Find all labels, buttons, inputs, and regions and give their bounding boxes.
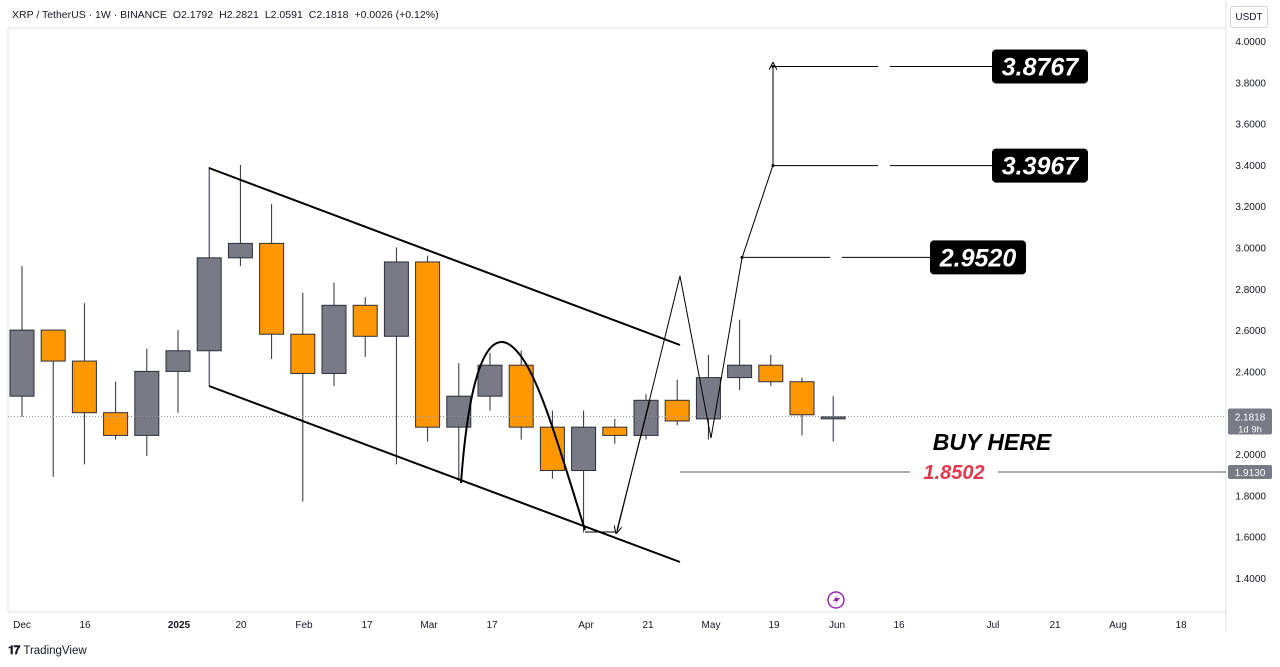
- x-tick-label: Apr: [578, 620, 594, 631]
- y-tick-label: 3.0000: [1235, 244, 1266, 255]
- candle: [383, 261, 409, 337]
- candle: [571, 426, 597, 472]
- candle: [352, 304, 378, 337]
- y-tick-label: 3.8000: [1235, 78, 1266, 89]
- projection-path: [585, 66, 774, 533]
- candle: [40, 329, 66, 362]
- last-price-tag: [1228, 408, 1272, 435]
- x-tick-label: Aug: [1109, 620, 1127, 631]
- target-anchor-dot: [771, 164, 775, 168]
- candle: [758, 364, 784, 383]
- candle: [633, 399, 659, 436]
- x-tick-label: Mar: [420, 620, 438, 631]
- x-tick-label: 16: [893, 620, 905, 631]
- candle: [134, 370, 160, 436]
- candle: [727, 364, 753, 379]
- brand-name: TradingView: [23, 644, 87, 657]
- x-tick-label: 17: [361, 620, 373, 631]
- currency-unit-button[interactable]: USDT: [1230, 6, 1268, 28]
- ohlc-low: L2.0591: [264, 9, 303, 21]
- tradingview-logo-icon: 𝟏𝟕: [8, 643, 20, 657]
- ohlc-change: +0.0026 (+0.12%): [354, 9, 439, 21]
- candle: [789, 381, 815, 416]
- y-tick-label: 3.4000: [1235, 161, 1266, 172]
- ohlc-high: H2.2821: [219, 9, 259, 21]
- down-arrow: [617, 399, 651, 530]
- candle: [664, 399, 690, 422]
- chart-pane-border: [7, 27, 1227, 613]
- symbol-title[interactable]: XRP / TetherUS · 1W · BINANCE: [12, 9, 167, 21]
- projection-curve: [460, 341, 586, 531]
- candle: [602, 426, 628, 436]
- candle: [71, 360, 97, 414]
- y-tick-label: 2.8000: [1235, 285, 1266, 296]
- x-tick-label: May: [702, 620, 721, 631]
- y-tick-label: 3.2000: [1235, 202, 1266, 213]
- tradingview-logo[interactable]: 𝟏𝟕 TradingView: [8, 643, 87, 658]
- candle: [103, 412, 129, 436]
- lightning-icon[interactable]: [827, 591, 845, 609]
- level-price-value: 1.9130: [1235, 468, 1266, 479]
- x-tick-label: 2025: [168, 620, 191, 631]
- x-tick-label: 20: [235, 620, 247, 631]
- target-label-1: 3.8767: [1002, 53, 1080, 81]
- y-tick-label: 2.0000: [1235, 450, 1266, 461]
- candle: [508, 364, 534, 428]
- x-tick-label: Jul: [987, 620, 1000, 631]
- candle: [820, 416, 846, 420]
- buy-here-label: BUY HERE: [933, 429, 1052, 455]
- x-tick-label: 18: [1175, 620, 1187, 631]
- symbol-header: XRP / TetherUS · 1W · BINANCE O2.1792 H2…: [12, 9, 439, 21]
- target-anchor-dot: [740, 255, 744, 259]
- target-label-2-bg: [992, 148, 1088, 183]
- target-anchor-dot: [771, 64, 775, 68]
- candle: [9, 329, 35, 397]
- ohlc-open: O2.1792: [172, 9, 214, 21]
- y-tick-label: 2.6000: [1235, 326, 1266, 337]
- y-tick-label: 1.4000: [1235, 574, 1266, 585]
- channel-upper-line: [208, 167, 681, 346]
- entry-price-label: 1.8502: [923, 462, 984, 484]
- target-label-2: 3.3967: [1002, 153, 1080, 181]
- candle: [539, 426, 565, 472]
- x-tick-label: 17: [486, 620, 498, 631]
- y-tick-label: 1.6000: [1235, 533, 1266, 544]
- x-tick-label: 16: [79, 620, 91, 631]
- candle: [477, 364, 503, 397]
- y-tick-label: 3.6000: [1235, 120, 1266, 131]
- y-tick-label: 2.4000: [1235, 367, 1266, 378]
- candle: [227, 242, 253, 259]
- countdown-label: 1d 9h: [1238, 424, 1262, 435]
- x-tick-label: 21: [642, 620, 654, 631]
- candle: [321, 304, 347, 374]
- y-tick-label: 1.8000: [1235, 491, 1266, 502]
- target-label-3: 2.9520: [939, 244, 1017, 272]
- x-tick-label: 19: [768, 620, 780, 631]
- candle: [165, 350, 191, 372]
- x-tick-label: Feb: [295, 620, 313, 631]
- candle: [695, 377, 721, 420]
- x-tick-label: Dec: [13, 620, 31, 631]
- x-tick-label: Jun: [829, 620, 845, 631]
- channel-lower-line: [208, 385, 681, 563]
- candle: [415, 261, 441, 428]
- y-tick-label: 4.0000: [1235, 37, 1266, 48]
- candle: [196, 257, 222, 352]
- level-price-tag: [1228, 464, 1272, 479]
- x-tick-label: 21: [1049, 620, 1061, 631]
- ohlc-close: C2.1818: [308, 9, 349, 21]
- target-label-1-bg: [992, 49, 1088, 84]
- last-price-value: 2.1818: [1235, 412, 1266, 423]
- candle: [259, 242, 285, 335]
- candle: [290, 333, 316, 374]
- target-label-3-bg: [930, 240, 1026, 275]
